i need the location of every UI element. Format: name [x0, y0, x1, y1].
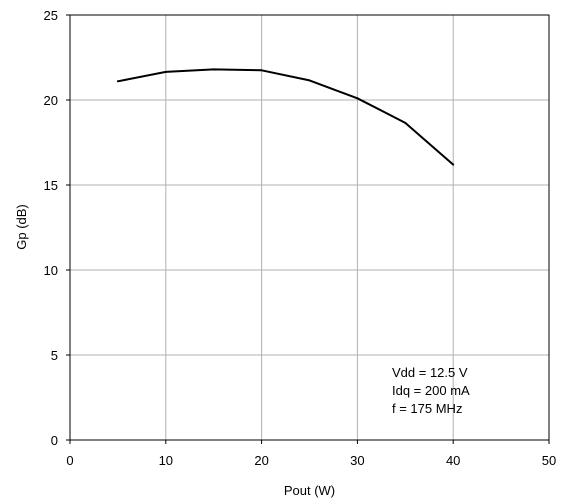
data-point [260, 69, 263, 72]
y-tick-label: 0 [51, 433, 58, 448]
plot-area-frame [69, 14, 550, 441]
y-axis-ticks: 0 5 10 15 20 25 [44, 8, 58, 448]
x-tick-label: 50 [542, 453, 556, 468]
y-tick-label: 20 [44, 93, 58, 108]
annotation-vdd: Vdd = 12.5 V [392, 365, 468, 380]
series-group [116, 68, 455, 166]
x-axis-ticks: 0 10 20 30 40 50 [66, 453, 556, 468]
y-tick-label: 10 [44, 263, 58, 278]
data-point [308, 79, 311, 82]
x-tick-label: 20 [254, 453, 268, 468]
x-axis-label: Pout (W) [284, 483, 335, 498]
y-tick-label: 25 [44, 8, 58, 23]
grid [66, 14, 550, 444]
data-point [116, 80, 119, 83]
y-tick-label: 15 [44, 178, 58, 193]
x-tick-label: 30 [350, 453, 364, 468]
conditions-annotation: Vdd = 12.5 V Idq = 200 mA f = 175 MHz [392, 365, 470, 416]
x-tick-label: 10 [159, 453, 173, 468]
annotation-idq: Idq = 200 mA [392, 383, 470, 398]
data-point [404, 121, 407, 124]
y-axis-label: Gp (dB) [14, 204, 29, 250]
x-tick-label: 40 [446, 453, 460, 468]
annotation-freq: f = 175 MHz [392, 401, 462, 416]
x-tick-label: 0 [66, 453, 73, 468]
data-point [356, 97, 359, 100]
data-point [452, 163, 455, 166]
y-tick-label: 5 [51, 348, 58, 363]
data-point [164, 70, 167, 73]
data-point [212, 68, 215, 71]
series-line [117, 68, 454, 166]
